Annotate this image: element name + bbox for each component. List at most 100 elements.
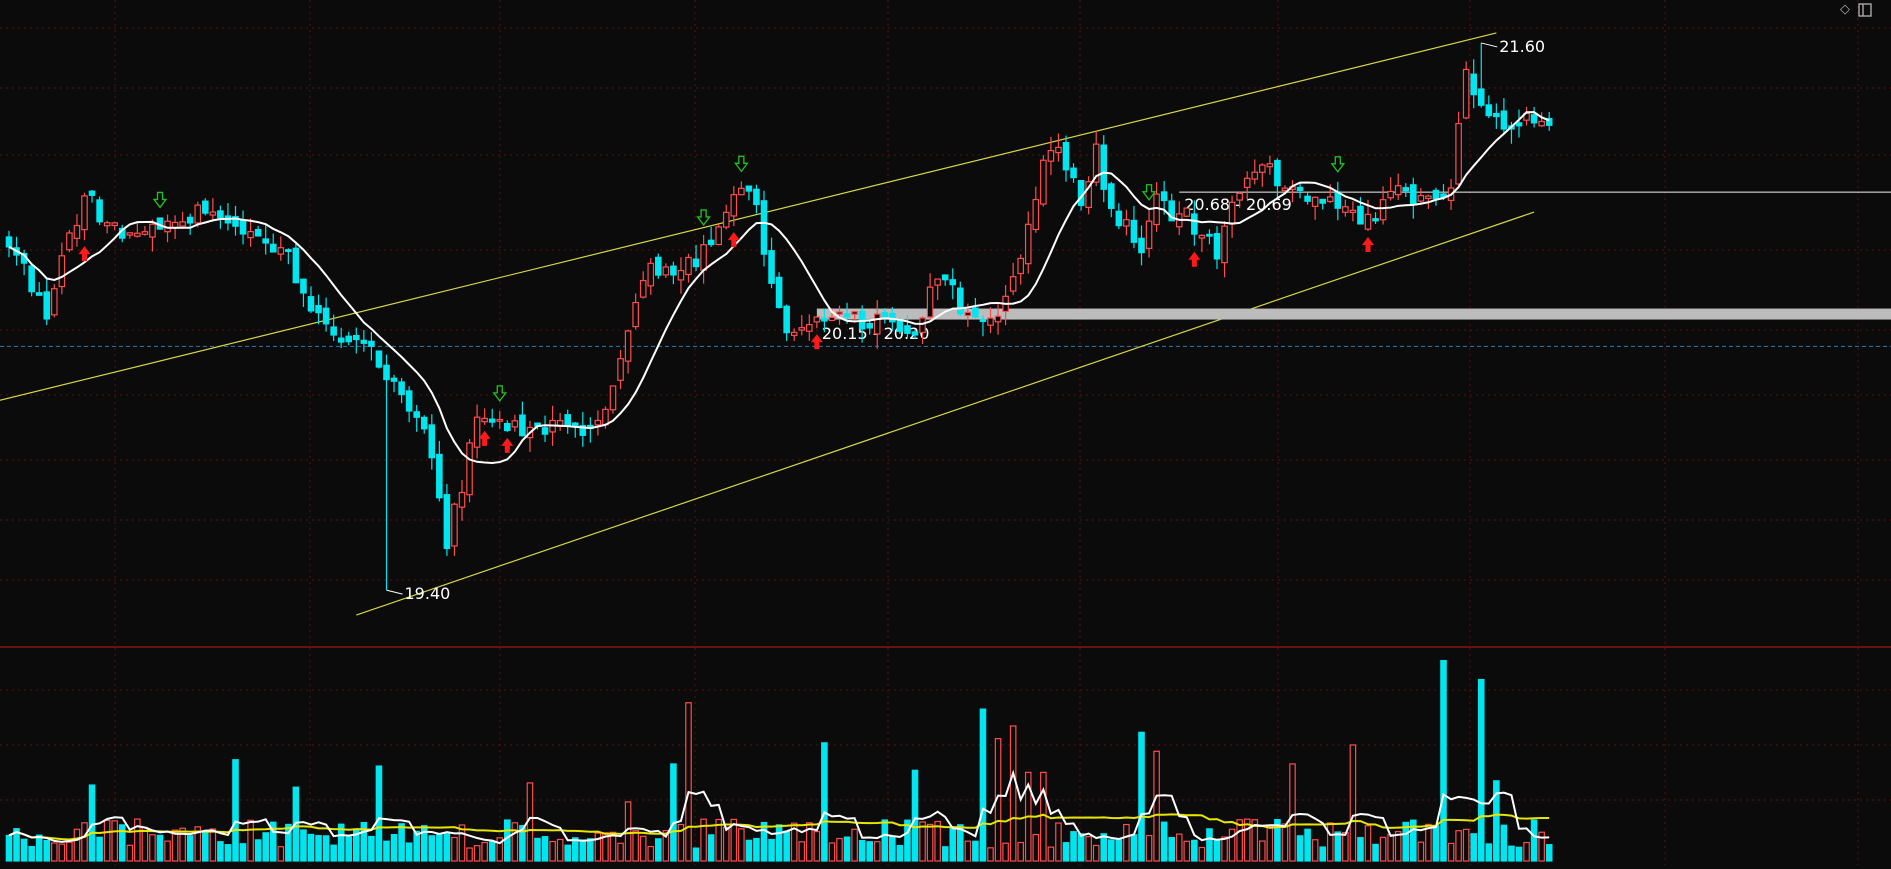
candle-body (232, 216, 239, 227)
candle (81, 192, 88, 241)
volume-bar (247, 819, 254, 862)
candle (987, 307, 994, 334)
volume-bar (413, 830, 421, 862)
moving-average-line (8, 111, 1550, 465)
candle-body (624, 330, 632, 362)
volume-bar (866, 841, 874, 862)
panel-toggle-icon[interactable] (1857, 2, 1873, 18)
volume-bar (1485, 843, 1493, 862)
candle-body (1130, 219, 1138, 243)
volume-bar (1379, 836, 1387, 862)
candle-body (269, 243, 277, 253)
candle-body (881, 312, 889, 318)
candle (1296, 182, 1304, 199)
diamond-outline-icon[interactable]: ◇ (1840, 2, 1850, 17)
candle-body (1364, 213, 1372, 230)
candle (1500, 98, 1508, 136)
candle (1138, 225, 1145, 266)
volume-bar (1191, 839, 1198, 862)
candle-body (647, 262, 655, 287)
candle-body (564, 414, 572, 427)
candle-body (277, 247, 285, 255)
candle (1387, 177, 1394, 201)
candle (670, 261, 677, 285)
candle-body (1455, 122, 1462, 185)
candle-body (1394, 185, 1402, 196)
candle-body (96, 199, 103, 223)
volume-bar (1198, 846, 1206, 862)
candle-body (1092, 143, 1100, 183)
volume-bar (58, 843, 66, 862)
candle (337, 327, 345, 349)
volume-bar (126, 844, 134, 862)
buy-arrow-icon (1188, 251, 1201, 267)
volume-bar (66, 841, 73, 862)
volume-bar (1206, 828, 1213, 862)
candle-body (1017, 257, 1025, 275)
volume-bar (1523, 841, 1530, 862)
volume-bar (73, 828, 81, 862)
volume-bar (896, 844, 904, 862)
candle-body (798, 327, 806, 331)
candle-body (594, 419, 602, 426)
candle (836, 305, 843, 325)
volume-bar (979, 708, 987, 862)
candle (141, 226, 149, 236)
candle (994, 304, 1002, 335)
buy-arrow-icon (810, 334, 823, 350)
volume-bar (956, 824, 964, 862)
candle (579, 411, 587, 447)
candle-body (926, 286, 934, 318)
volume-bar (662, 830, 670, 862)
volume-bar (1364, 825, 1372, 862)
volume-bar (919, 821, 926, 862)
candle-body (1168, 200, 1176, 222)
candle (88, 190, 96, 203)
candle-body (866, 322, 874, 329)
candle (753, 184, 760, 214)
candle (639, 271, 647, 299)
candle-body (1236, 192, 1243, 201)
candle (956, 281, 964, 317)
candle-body (821, 317, 828, 322)
volume-bar (745, 839, 753, 862)
candle (1545, 112, 1553, 131)
candle (285, 248, 292, 265)
volume-bar (1077, 833, 1085, 862)
candle (1206, 229, 1213, 245)
candle-body (103, 222, 111, 227)
candle-body (1485, 104, 1493, 117)
volume-bar (13, 828, 20, 862)
candle-body (1409, 184, 1417, 206)
volume-bar (1296, 835, 1304, 862)
volume-bar (1085, 835, 1092, 862)
volume-bar (254, 839, 262, 862)
candle (330, 314, 337, 341)
candle (768, 237, 775, 289)
candle-body (1538, 120, 1545, 127)
candle-body (239, 219, 247, 235)
candle (398, 378, 405, 404)
candle-body (1266, 163, 1274, 168)
volume-bar (828, 842, 836, 862)
candle (745, 185, 753, 201)
volume-bar (50, 842, 58, 862)
volume-bar (768, 838, 775, 862)
candle-body (1493, 112, 1500, 118)
candle-body (1470, 73, 1478, 96)
candle (307, 286, 315, 313)
volume-bar (315, 835, 322, 862)
candle-body (1206, 233, 1213, 237)
volume-bar (1334, 831, 1342, 862)
candle-body (964, 311, 972, 317)
candle (50, 284, 58, 318)
candle-body (58, 255, 66, 288)
volume-ma-slow-line (8, 813, 1550, 841)
candle-body (836, 311, 843, 315)
candle-body (1047, 150, 1055, 162)
volume-bar (926, 823, 934, 862)
volume-bar (534, 837, 541, 862)
candle-body (1258, 164, 1266, 173)
